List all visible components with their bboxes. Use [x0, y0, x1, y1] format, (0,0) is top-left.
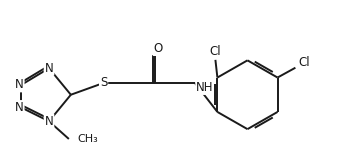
Text: Cl: Cl — [299, 56, 310, 69]
Text: N: N — [45, 115, 53, 128]
Text: NH: NH — [196, 81, 213, 94]
Text: N: N — [15, 101, 24, 114]
Text: CH₃: CH₃ — [78, 134, 98, 144]
Text: N: N — [45, 62, 53, 75]
Text: O: O — [154, 42, 163, 55]
Text: S: S — [100, 76, 107, 89]
Text: N: N — [15, 78, 24, 91]
Text: Cl: Cl — [210, 45, 221, 59]
